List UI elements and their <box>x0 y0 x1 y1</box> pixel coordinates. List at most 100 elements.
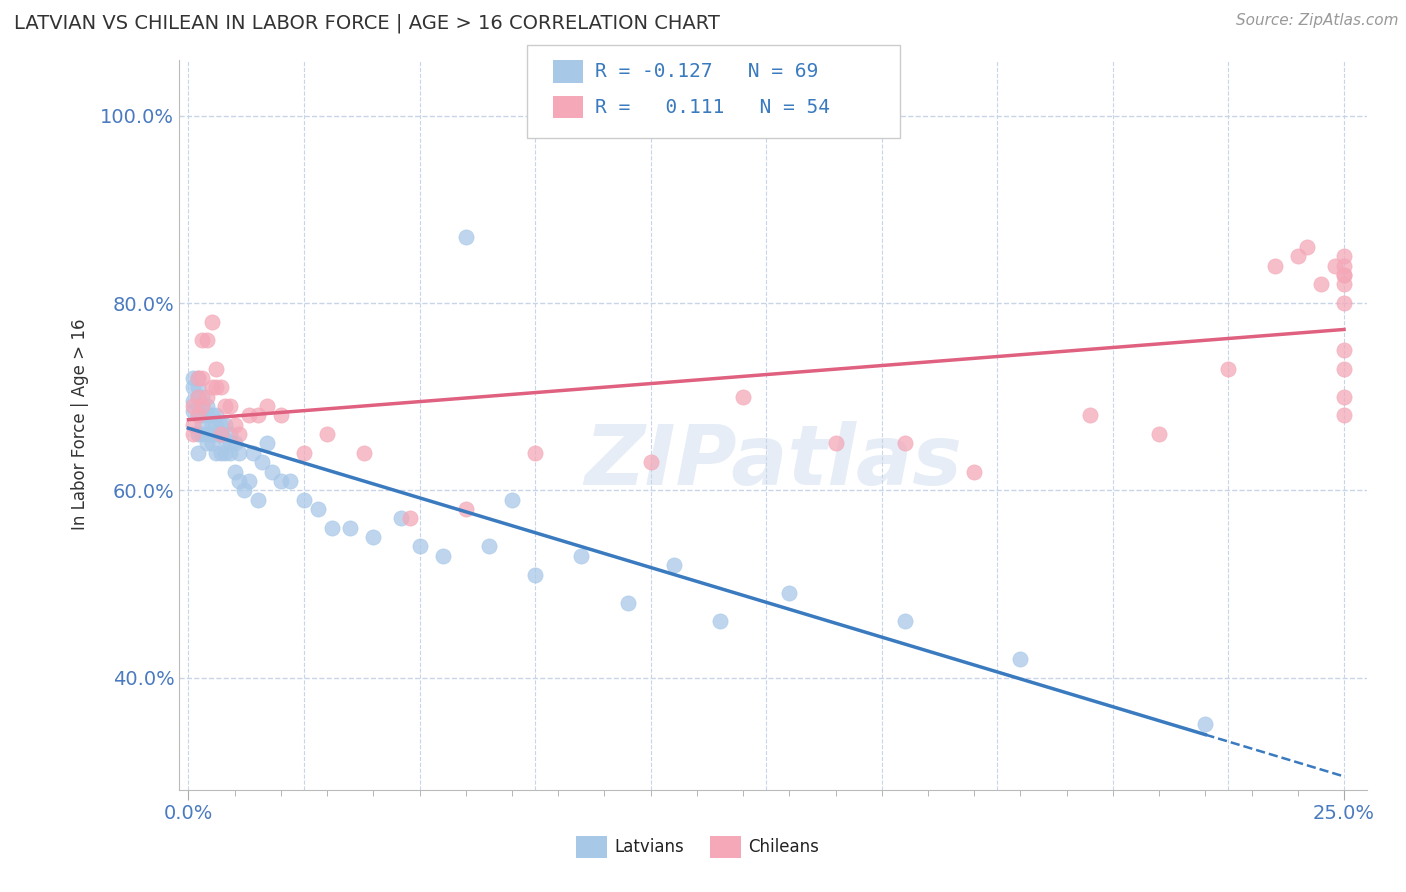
Point <box>1264 259 1286 273</box>
Point <box>191 427 214 442</box>
Point <box>191 399 214 413</box>
Point <box>1333 277 1355 292</box>
Point <box>246 409 269 423</box>
Point <box>195 334 218 348</box>
Text: R = -0.127   N = 69: R = -0.127 N = 69 <box>595 62 818 81</box>
Point <box>214 399 236 413</box>
Point <box>524 567 547 582</box>
Point <box>1309 277 1331 292</box>
Point <box>200 417 222 432</box>
Point <box>339 521 361 535</box>
Point <box>219 427 242 442</box>
Point <box>228 427 250 442</box>
Point <box>640 455 662 469</box>
Point <box>733 390 755 404</box>
Point <box>209 380 232 394</box>
Point <box>181 371 204 385</box>
Point <box>191 417 214 432</box>
Point <box>228 446 250 460</box>
Point <box>778 586 800 600</box>
Point <box>238 409 260 423</box>
Point <box>219 446 242 460</box>
Point <box>195 427 218 442</box>
Point <box>292 492 315 507</box>
Point <box>238 474 260 488</box>
Text: ZIPatlas: ZIPatlas <box>585 421 962 502</box>
Point <box>1333 296 1355 310</box>
Point <box>1194 717 1216 731</box>
Point <box>270 474 292 488</box>
Point <box>187 371 209 385</box>
Point <box>209 427 232 442</box>
Point <box>205 427 228 442</box>
Point <box>209 427 232 442</box>
Point <box>1010 652 1032 666</box>
Text: R =   0.111   N = 54: R = 0.111 N = 54 <box>595 97 830 117</box>
Point <box>454 502 477 516</box>
Point <box>214 446 236 460</box>
Point <box>524 446 547 460</box>
Point <box>1333 361 1355 376</box>
Point <box>478 540 501 554</box>
Point <box>191 409 214 423</box>
Point <box>246 492 269 507</box>
Point <box>187 409 209 423</box>
Point <box>219 399 242 413</box>
Point <box>232 483 254 498</box>
Point <box>187 390 209 404</box>
Point <box>408 540 430 554</box>
Point <box>256 436 278 450</box>
Point <box>181 417 204 432</box>
Point <box>187 409 209 423</box>
Point <box>278 474 301 488</box>
Point <box>224 465 246 479</box>
Point <box>181 380 204 394</box>
Point <box>195 436 218 450</box>
Point <box>662 558 685 573</box>
Text: Latvians: Latvians <box>614 838 685 856</box>
Point <box>963 465 986 479</box>
Point <box>1218 361 1240 376</box>
Y-axis label: In Labor Force | Age > 16: In Labor Force | Age > 16 <box>72 319 89 531</box>
Point <box>187 446 209 460</box>
Point <box>205 417 228 432</box>
Text: LATVIAN VS CHILEAN IN LABOR FORCE | AGE > 16 CORRELATION CHART: LATVIAN VS CHILEAN IN LABOR FORCE | AGE … <box>14 13 720 33</box>
Point <box>321 521 343 535</box>
Point <box>1333 343 1355 357</box>
Point <box>228 474 250 488</box>
Point <box>292 446 315 460</box>
Point <box>200 409 222 423</box>
Point <box>501 492 523 507</box>
Point <box>214 432 236 446</box>
Point <box>205 409 228 423</box>
Point <box>307 502 329 516</box>
Point <box>187 380 209 394</box>
Point <box>224 417 246 432</box>
Point <box>200 427 222 442</box>
Point <box>256 399 278 413</box>
Point <box>316 427 339 442</box>
Point <box>1286 249 1309 263</box>
Point <box>1323 259 1346 273</box>
Point <box>181 427 204 442</box>
Point <box>1333 268 1355 282</box>
Point <box>181 394 204 409</box>
Point <box>181 399 204 413</box>
Point <box>260 465 283 479</box>
Point <box>187 371 209 385</box>
Point <box>205 446 228 460</box>
Text: Source: ZipAtlas.com: Source: ZipAtlas.com <box>1236 13 1399 29</box>
Point <box>191 371 214 385</box>
Point <box>209 417 232 432</box>
Point <box>894 436 917 450</box>
Point <box>432 549 454 563</box>
Point <box>270 409 292 423</box>
Point <box>1333 390 1355 404</box>
Point <box>1333 249 1355 263</box>
Point <box>214 417 236 432</box>
Point <box>200 436 222 450</box>
Point <box>824 436 846 450</box>
Point <box>200 315 222 329</box>
Point <box>616 596 638 610</box>
Point <box>363 530 385 544</box>
